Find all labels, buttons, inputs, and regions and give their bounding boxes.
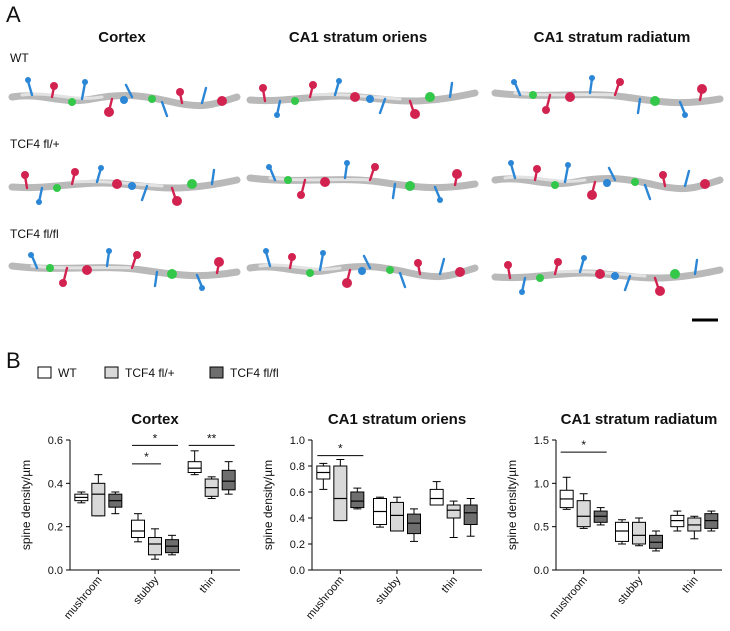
y-tick-label: 0.5 (534, 522, 549, 534)
legend-swatch (104, 366, 119, 379)
dendrite-images (12, 75, 720, 296)
box (615, 521, 629, 542)
y-tick-label: 0.2 (48, 522, 63, 534)
y-tick-label: 0.2 (290, 539, 305, 551)
x-tick-label: thin (439, 574, 460, 595)
box (148, 537, 162, 556)
x-tick-label: mushroom (304, 574, 347, 622)
box (131, 519, 145, 539)
row-label: TCF4 fl/fl (10, 227, 59, 241)
y-tick-label: 0.0 (290, 565, 305, 577)
box (429, 488, 444, 506)
significance-label: * (144, 450, 149, 464)
y-tick-label: 1.0 (290, 435, 305, 447)
box (407, 513, 421, 535)
x-tick-label: thin (197, 574, 218, 595)
box (350, 491, 365, 509)
chart-title: CA1 stratum oriens (328, 411, 466, 428)
chart-title: Cortex (131, 411, 179, 428)
column-title: CA1 stratum oriens (289, 29, 427, 46)
box (576, 500, 591, 528)
panel-label: B (6, 348, 21, 373)
box (446, 504, 461, 519)
significance-label: * (581, 438, 586, 452)
x-tick-label: thin (680, 574, 701, 595)
significance-label: * (338, 442, 343, 456)
y-axis-label: spine density/µm (19, 460, 33, 550)
legend-swatch (37, 366, 52, 379)
box (463, 504, 478, 525)
box (632, 521, 646, 545)
x-tick-label: mushroom (547, 574, 590, 622)
legend-label: TCF4 fl/fl (230, 366, 279, 380)
legend-swatch (209, 366, 224, 379)
y-tick-label: 1.0 (534, 478, 549, 490)
y-tick-label: 0.0 (534, 565, 549, 577)
significance-label: ** (207, 431, 217, 445)
y-axis-label: spine density/µm (261, 460, 275, 550)
y-tick-label: 1.5 (534, 435, 549, 447)
x-tick-label: stubby (373, 574, 403, 607)
panel-label: A (6, 2, 21, 27)
x-tick-label: stubby (131, 574, 161, 607)
x-tick-label: stubby (615, 574, 645, 607)
y-tick-label: 0.4 (290, 513, 305, 525)
row-label: WT (10, 51, 29, 65)
y-axis-label: spine density/µm (505, 460, 519, 550)
x-tick-label: mushroom (62, 574, 105, 622)
box (91, 482, 106, 517)
box (187, 461, 202, 473)
y-tick-label: 0.6 (290, 487, 305, 499)
column-title: CA1 stratum radiatum (534, 29, 691, 46)
y-tick-label: 0.4 (48, 478, 63, 490)
chart-title: CA1 stratum radiatum (561, 411, 718, 428)
y-tick-label: 0.0 (48, 565, 63, 577)
y-tick-label: 0.8 (290, 461, 305, 473)
legend-label: WT (58, 366, 77, 380)
column-title: Cortex (98, 29, 146, 46)
legend-label: TCF4 fl/+ (125, 366, 175, 380)
box (390, 501, 404, 532)
significance-label: * (153, 431, 158, 445)
y-tick-label: 0.6 (48, 435, 63, 447)
box (333, 465, 348, 522)
row-label: TCF4 fl/+ (10, 137, 60, 151)
box (221, 469, 236, 491)
